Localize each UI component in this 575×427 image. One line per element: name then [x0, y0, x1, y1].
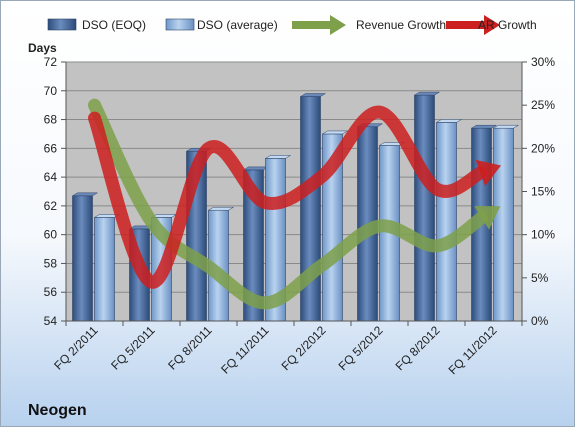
bar-dso-average	[436, 122, 457, 322]
bar-dso-eoq	[414, 94, 435, 322]
bar-top	[71, 192, 99, 197]
legend-arrow-ar-growth	[484, 15, 500, 35]
bar-top	[207, 206, 235, 211]
y2-tick-label: 0%	[531, 314, 549, 328]
y-tick-label: 70	[44, 84, 58, 98]
y-tick-label: 68	[44, 113, 58, 127]
legend-label-dso-average-: DSO (average)	[197, 18, 278, 32]
bar-dso-average	[493, 127, 514, 322]
legend-swatch-dso-average-	[165, 18, 195, 31]
lines-layer	[88, 98, 502, 310]
y-tick-label: 64	[44, 170, 58, 184]
y-tick-label: 62	[44, 199, 58, 213]
y2-tick-label: 15%	[531, 185, 555, 199]
bar-top	[492, 124, 520, 129]
y2-tick-label: 25%	[531, 98, 555, 112]
y-axis-label: Days	[28, 41, 57, 55]
bar-top	[321, 130, 349, 135]
legend-label-ar-growth: AR Growth	[478, 18, 537, 32]
bar-top	[470, 124, 498, 129]
y2-tick-label: 30%	[531, 55, 555, 69]
legend-arrow-revenue-growth	[330, 15, 346, 35]
bar-top	[299, 93, 327, 97]
y-tick-label: 60	[44, 228, 58, 242]
bar-dso-average	[94, 217, 115, 322]
series-line-ar-growth	[88, 105, 487, 289]
series-arrowhead-ar-growth	[475, 159, 502, 187]
y2-tick-label: 10%	[531, 228, 555, 242]
bar-top	[435, 119, 463, 123]
y-tick-label: 72	[44, 55, 58, 69]
series-arrowhead-revenue-growth	[474, 205, 501, 230]
bar-top	[413, 91, 441, 96]
y-tick-label: 66	[44, 141, 58, 155]
y-tick-label: 54	[44, 314, 58, 328]
bar-top	[264, 155, 292, 159]
company-name: Neogen	[28, 402, 87, 419]
legend-swatch-dso-eoq-	[47, 18, 77, 31]
legend: DSO (EOQ) DSO (average) Revenue Growth AR G…	[47, 15, 537, 35]
bar-dso-eoq	[72, 195, 93, 322]
y-tick-label: 58	[44, 256, 58, 270]
y2-tick-label: 20%	[531, 141, 555, 155]
y2-tick-label: 5%	[531, 271, 549, 285]
legend-label-revenue-growth: Revenue Growth	[356, 18, 446, 32]
series-line-revenue-growth	[88, 98, 489, 310]
y-tick-label: 56	[44, 285, 58, 299]
legend-label-dso-eoq-: DSO (EOQ)	[82, 18, 146, 32]
